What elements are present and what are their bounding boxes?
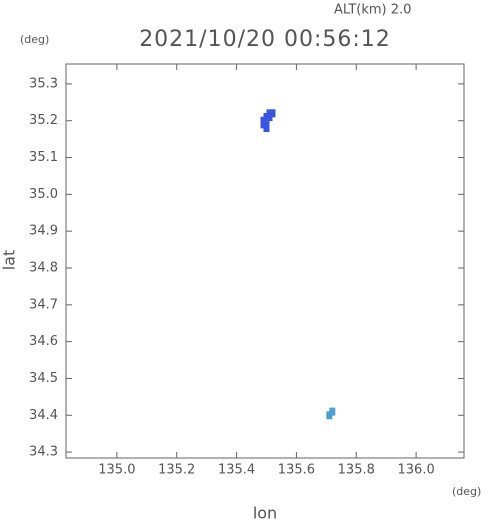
y-tick-label: 34.7 (29, 297, 58, 312)
x-tick-label: 136.0 (398, 463, 435, 478)
y-axis-label: lat (0, 250, 19, 271)
y-tick-label: 35.2 (29, 113, 58, 128)
y-tick-label: 34.3 (29, 445, 58, 460)
y-tick-label: 34.5 (29, 371, 58, 386)
y-tick-label: 34.4 (29, 408, 58, 423)
x-unit: (deg) (452, 485, 481, 498)
point (263, 124, 270, 133)
plot-frame (65, 63, 465, 459)
altitude-label: ALT(km) 2.0 (334, 3, 411, 18)
x-axis-label: lon (253, 504, 277, 522)
x-tick-label: 135.4 (218, 463, 255, 478)
y-tick-label: 35.1 (29, 150, 58, 165)
x-tick-label: 135.2 (158, 463, 195, 478)
x-tick-label: 135.0 (98, 463, 135, 478)
y-tick-label: 34.6 (29, 334, 58, 349)
y-tick-label: 34.8 (29, 260, 58, 275)
y-tick-label: 34.9 (29, 224, 58, 239)
x-tick-label: 135.8 (338, 463, 375, 478)
chart-title: 2021/10/20 00:56:12 (139, 27, 391, 52)
y-tick-label: 35.0 (29, 187, 58, 202)
y-unit: (deg) (20, 33, 49, 46)
y-tick-label: 35.3 (29, 76, 58, 91)
point (266, 113, 273, 122)
point (260, 116, 267, 125)
point (329, 407, 336, 416)
x-tick-label: 135.6 (278, 463, 315, 478)
